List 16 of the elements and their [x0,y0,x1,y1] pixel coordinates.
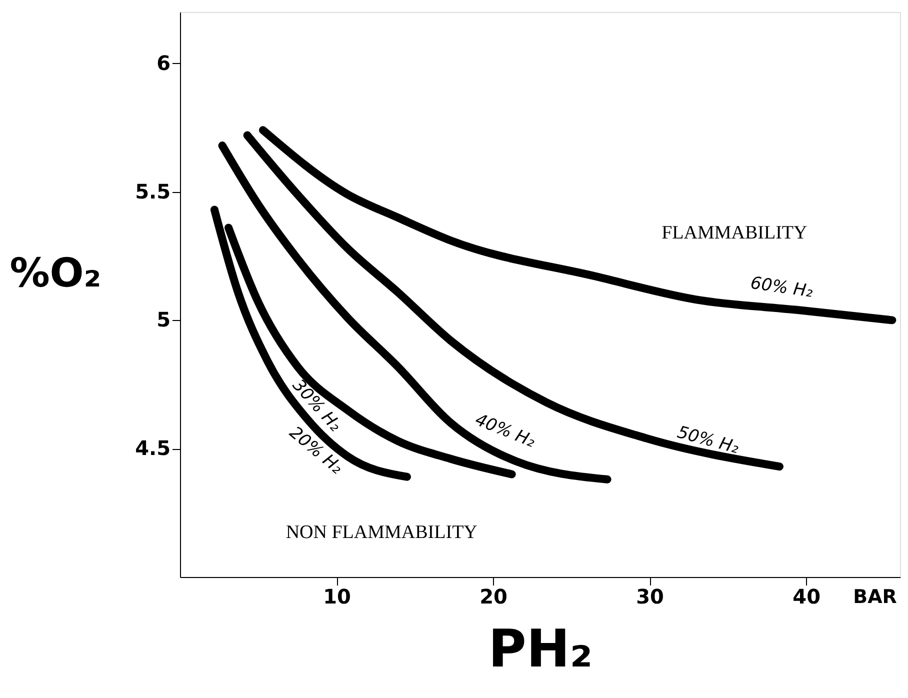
text: BAR [853,586,898,608]
text: 40% H₂ [472,410,538,452]
annotation: FLAMMABILITY [662,222,808,244]
y-tick-label: 5.5 [135,179,170,204]
text: 50% H₂ [675,422,742,458]
x-tick-label: 10 [323,584,351,608]
y-tick-label: 6 [156,50,170,75]
x-tick-label: 20 [480,584,508,608]
y-tick-label: 5 [156,308,170,332]
x-axis-title: PH₂ [488,620,593,680]
y-axis-title: %O₂ [10,250,102,296]
text: 60% H₂ [749,273,814,302]
annotation: NON FLAMMABILITY [286,522,478,543]
x-tick-label: 30 [636,584,664,608]
y-tick-label: 4.5 [135,436,170,460]
x-tick-label: 40 [792,584,821,608]
